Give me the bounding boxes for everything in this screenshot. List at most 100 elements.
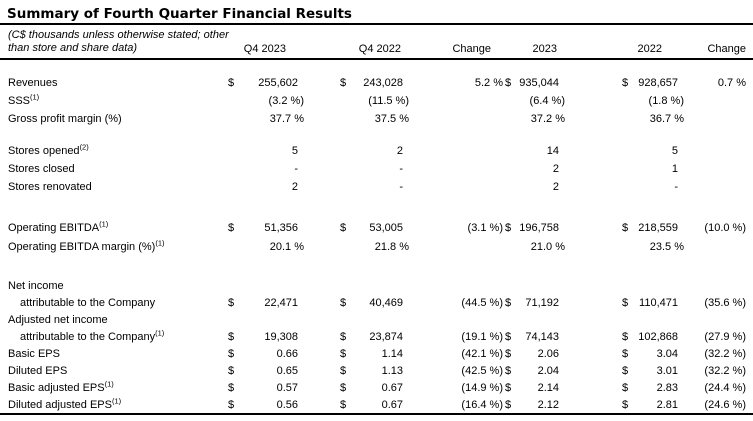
row-label-text: Stores closed — [8, 163, 75, 175]
column-header-q4-2022: Q4 2022 — [358, 43, 401, 55]
row-label: Adjusted net income — [8, 314, 228, 326]
dollar-sign: $ — [622, 296, 629, 309]
row-label-text: Basic adjusted EPS — [8, 381, 105, 394]
table-row: Adjusted net income — [0, 311, 753, 328]
row-label: Diluted adjusted EPS(1) — [8, 397, 228, 411]
section-gap — [0, 256, 753, 277]
dollar-sign: $ — [505, 296, 512, 309]
value-q4-2022: 2 — [396, 145, 403, 157]
row-label-text: Net income — [8, 279, 64, 292]
page-title: Summary of Fourth Quarter Financial Resu… — [7, 6, 352, 22]
value-2023: 2 — [552, 181, 559, 193]
section-gap — [0, 128, 753, 142]
row-label-text: Diluted EPS — [8, 364, 68, 377]
value-q4-2022: 0.67 — [381, 398, 403, 411]
value-q4-2022: 1.13 — [381, 364, 403, 377]
value-2022: 2.81 — [656, 398, 678, 411]
value-q4-2023: - — [294, 163, 298, 175]
value-2022: 5 — [671, 145, 678, 157]
footnote-ref: (2) — [79, 142, 89, 152]
dollar-sign: $ — [340, 347, 347, 360]
dollar-sign: $ — [228, 364, 235, 377]
table-row: Revenues $ 255,602 $ 243,028 5.2 % $ 935… — [0, 74, 753, 92]
row-label: Revenues — [8, 77, 228, 89]
row-label: Basic adjusted EPS(1) — [8, 378, 228, 394]
row-label-text: Operating EBITDA margin (%) — [8, 240, 156, 253]
row-label: Stores closed — [8, 163, 228, 175]
value-2023: 21.0 % — [530, 240, 565, 253]
value-q4-2023: 51,356 — [264, 221, 298, 234]
dollar-sign: $ — [228, 347, 235, 360]
table-row: attributable to the Company $ 22,471 $ 4… — [0, 294, 753, 311]
value-q4-2022: 21.8 % — [374, 240, 409, 253]
column-header-2023: 2023 — [532, 43, 557, 55]
dollar-sign: $ — [340, 364, 347, 377]
value-change-quarter: 5.2 % — [474, 77, 503, 89]
value-q4-2022: 243,028 — [363, 77, 403, 89]
value-2023: 74,143 — [525, 330, 559, 343]
row-label: Net income — [8, 280, 228, 292]
dollar-sign: $ — [340, 398, 347, 411]
dollar-sign: $ — [228, 296, 235, 309]
column-header-change-quarter: Change — [452, 43, 491, 55]
value-2023: 2.06 — [537, 347, 559, 360]
value-change-quarter: (42.1 %) — [461, 347, 503, 360]
value-q4-2022: 53,005 — [369, 221, 403, 234]
dollar-sign: $ — [505, 398, 512, 411]
dollar-sign: $ — [505, 364, 512, 377]
value-2022: - — [674, 181, 678, 193]
footnote-ref: (1) — [99, 218, 109, 228]
value-q4-2023: 0.56 — [276, 398, 298, 411]
table-row: Stores opened(2) 5 2 14 5 — [0, 142, 753, 160]
value-change-annual: (32.2 %) — [704, 347, 746, 360]
value-q4-2022: 40,469 — [369, 296, 403, 309]
value-2022: 928,657 — [638, 77, 678, 89]
value-q4-2023: 22,471 — [264, 296, 298, 309]
row-label: Stores opened(2) — [8, 142, 228, 157]
footnote-ref: (1) — [155, 237, 165, 247]
dollar-sign: $ — [622, 347, 629, 360]
value-q4-2023: 2 — [291, 181, 298, 193]
dollar-sign: $ — [228, 330, 235, 343]
row-label-text: Diluted adjusted EPS — [8, 398, 112, 411]
value-2022: 1 — [671, 163, 678, 175]
footnote-ref: (1) — [104, 378, 114, 388]
dollar-sign: $ — [340, 330, 347, 343]
value-2023: 2.14 — [537, 381, 559, 394]
row-label: Operating EBITDA margin (%)(1) — [8, 237, 228, 253]
value-q4-2023: 5 — [291, 145, 298, 157]
value-2022: 3.01 — [656, 364, 678, 377]
value-2023: 14 — [546, 145, 559, 157]
row-label: Gross profit margin (%) — [8, 113, 228, 125]
value-q4-2022: - — [399, 163, 403, 175]
table-row: Diluted EPS $ 0.65 $ 1.13 (42.5 %) $ 2.0… — [0, 362, 753, 379]
table-body: Revenues $ 255,602 $ 243,028 5.2 % $ 935… — [0, 60, 753, 413]
row-label-text: Revenues — [8, 77, 58, 89]
table-row: Diluted adjusted EPS(1) $ 0.56 $ 0.67 (1… — [0, 396, 753, 413]
dollar-sign: $ — [340, 296, 347, 309]
value-2022: 3.04 — [656, 347, 678, 360]
dollar-sign: $ — [228, 381, 235, 394]
value-change-annual: (35.6 %) — [704, 296, 746, 309]
dollar-sign: $ — [228, 221, 235, 234]
table-row: Basic EPS $ 0.66 $ 1.14 (42.1 %) $ 2.06 … — [0, 345, 753, 362]
dollar-sign: $ — [340, 381, 347, 394]
dollar-sign: $ — [622, 364, 629, 377]
value-change-annual: (10.0 %) — [704, 221, 746, 234]
table-row: Operating EBITDA margin (%)(1) 20.1 % 21… — [0, 237, 753, 256]
footnote-ref: (1) — [30, 92, 40, 102]
table-row: SSS(1) (3.2 %) (11.5 %) (6.4 %) (1.8 %) — [0, 92, 753, 110]
table-row: Gross profit margin (%) 37.7 % 37.5 % 37… — [0, 110, 753, 128]
value-change-annual: (27.9 %) — [704, 330, 746, 343]
dollar-sign: $ — [340, 221, 347, 234]
dollar-sign: $ — [622, 398, 629, 411]
value-2022: 218,559 — [638, 221, 678, 234]
value-change-annual: (24.6 %) — [704, 398, 746, 411]
value-2023: 935,044 — [519, 77, 559, 89]
table-row: Operating EBITDA(1) $ 51,356 $ 53,005 (3… — [0, 218, 753, 237]
table-header-row: (C$ thousands unless otherwise stated; o… — [0, 25, 753, 58]
value-q4-2022: 37.5 % — [374, 113, 409, 125]
value-q4-2023: 0.65 — [276, 364, 298, 377]
value-change-quarter: (3.1 %) — [467, 221, 503, 234]
value-q4-2022: 23,874 — [369, 330, 403, 343]
